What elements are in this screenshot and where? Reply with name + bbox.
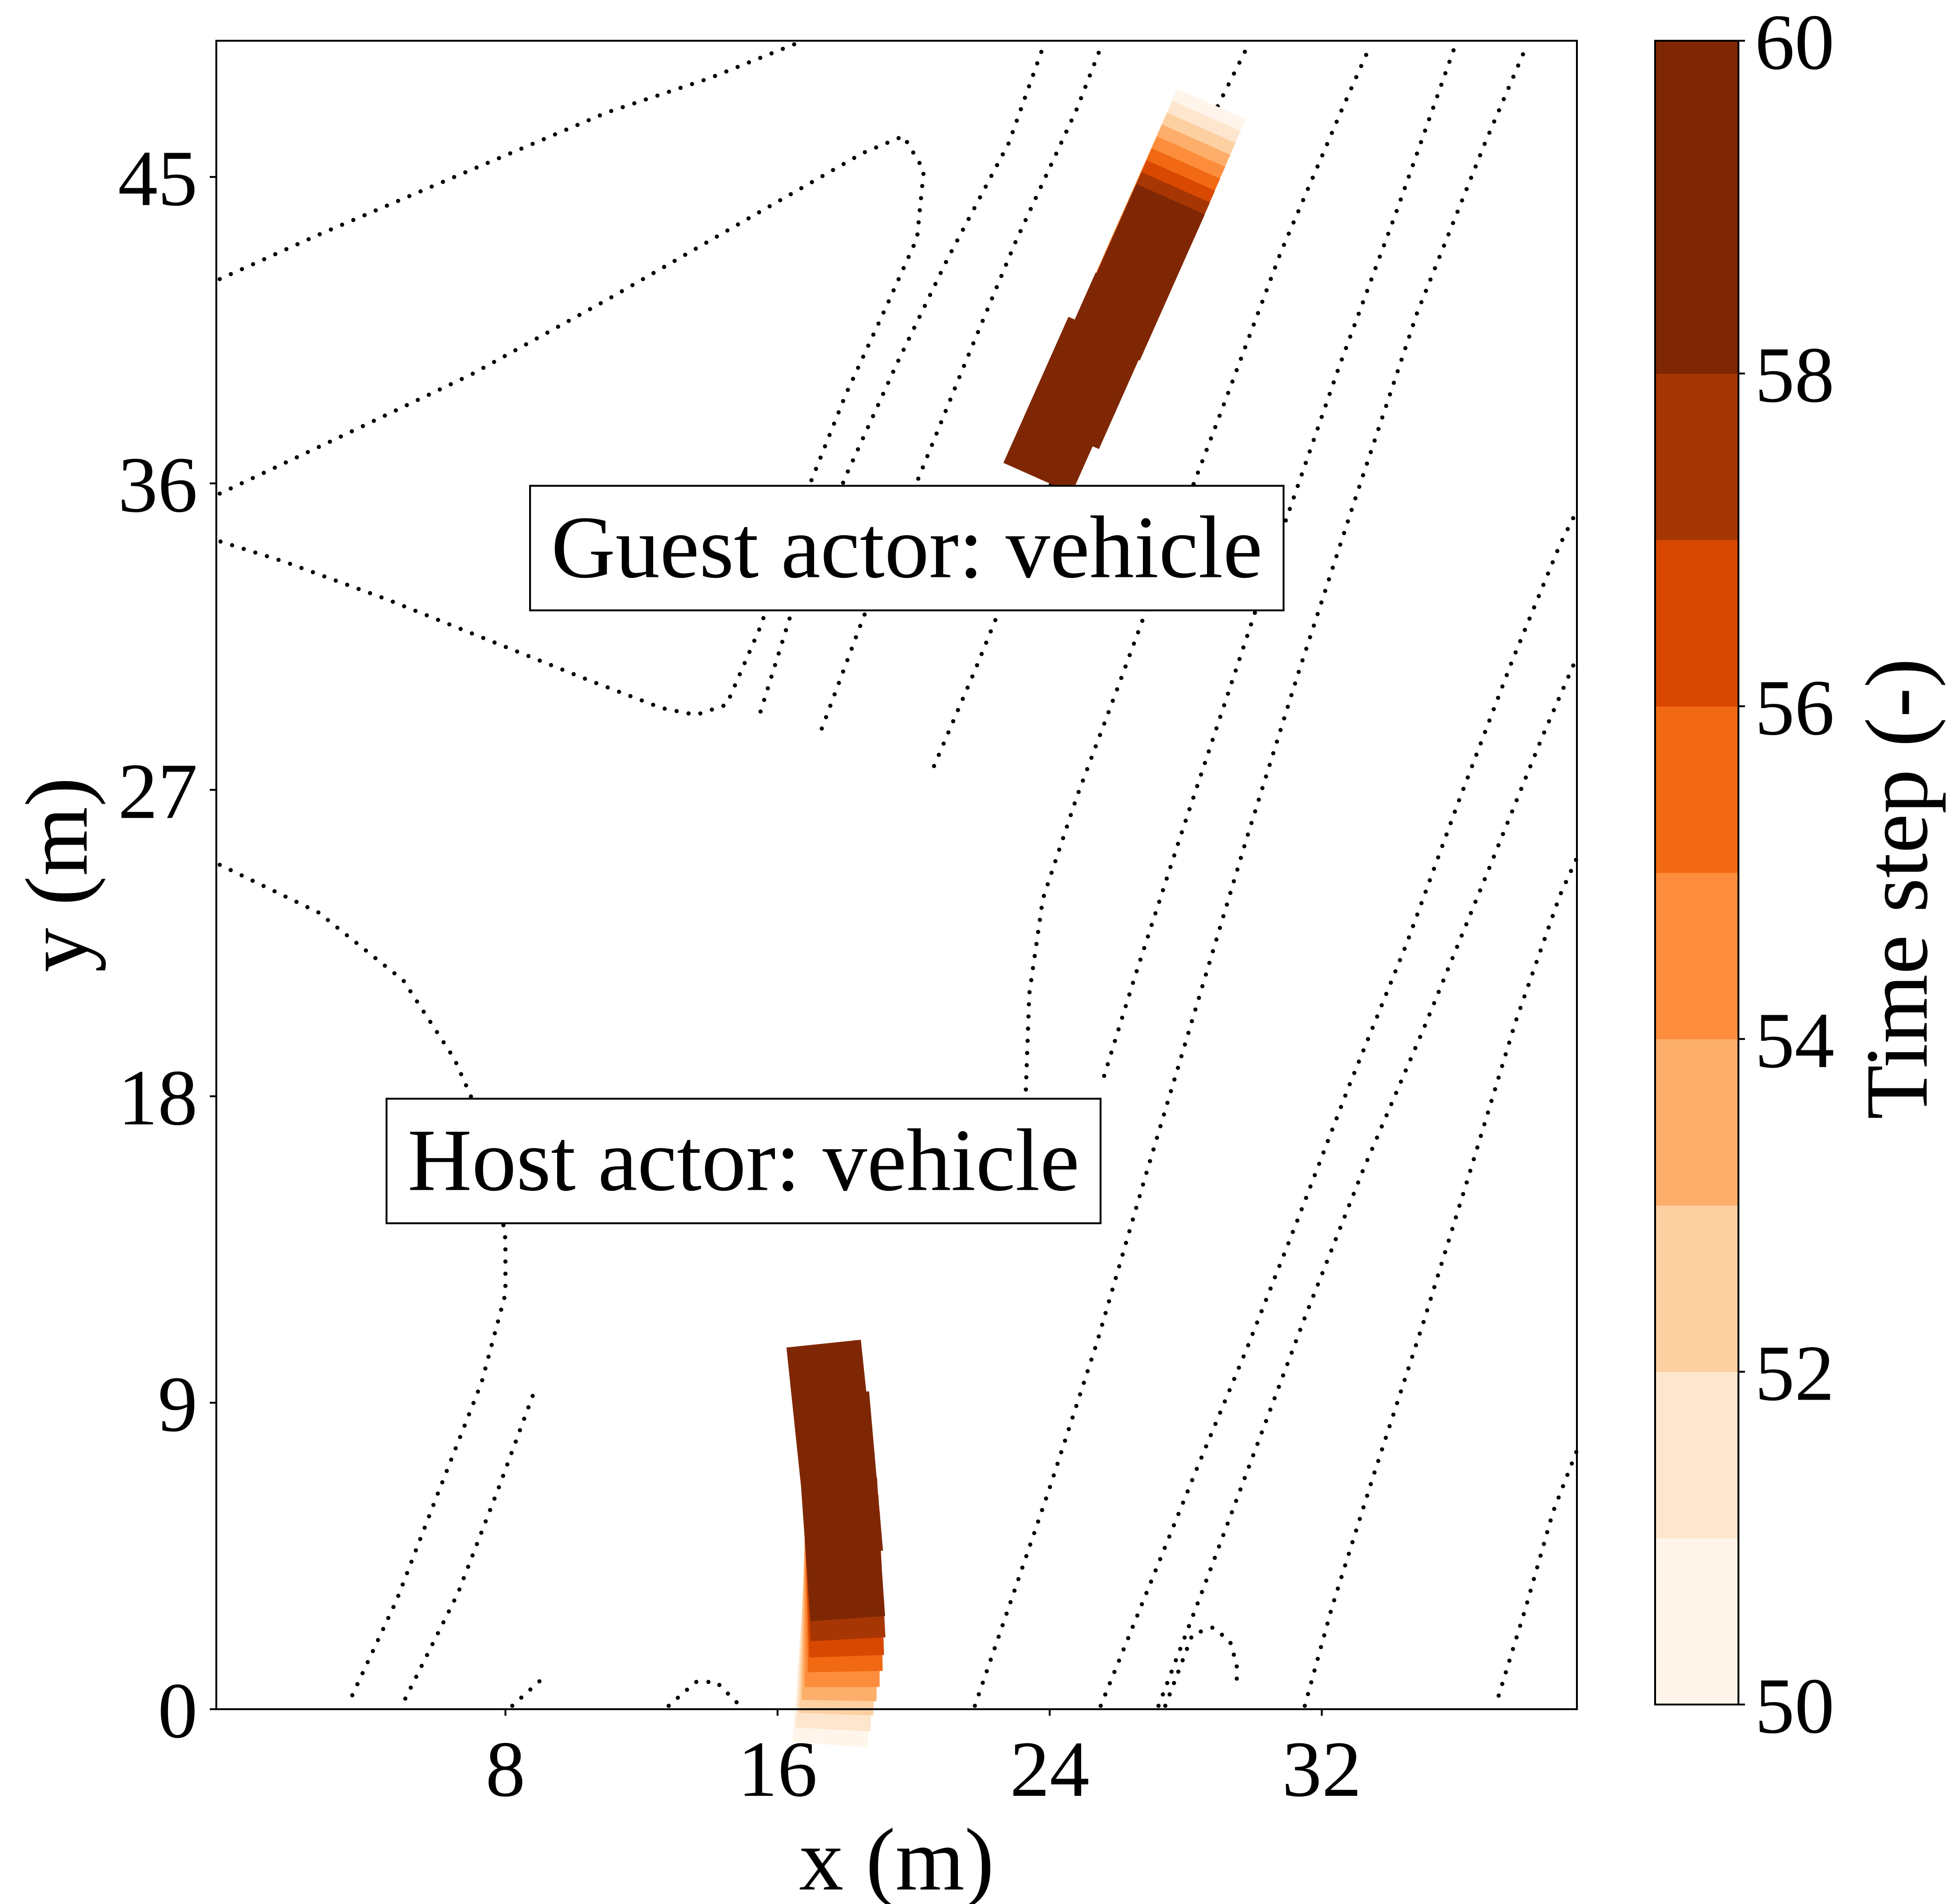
- y-tick-label: 45: [118, 134, 198, 222]
- colorbar-segment: [1655, 1538, 1738, 1705]
- lane-line: [217, 42, 797, 281]
- host-vehicle-footprint: [786, 1339, 878, 1507]
- colorbar-tick-label: 50: [1755, 1662, 1834, 1750]
- colorbar-segment: [1655, 872, 1738, 1040]
- colorbar-segment: [1655, 706, 1738, 873]
- annotation-box: [529, 485, 1285, 612]
- x-tick-label: 8: [486, 1725, 525, 1813]
- y-tick-label: 27: [118, 747, 198, 835]
- lane-line: [401, 1394, 535, 1705]
- x-axis-ticks: 8 16 24 32: [486, 1709, 1362, 1813]
- y-tick-label: 9: [158, 1360, 198, 1448]
- colorbar-segment: [1655, 1372, 1738, 1539]
- colorbar-label: Time step (-): [1848, 658, 1946, 1119]
- lane-line: [1098, 509, 1579, 1708]
- x-axis-label: x (m): [799, 1811, 994, 1904]
- lane-line: [1163, 1625, 1239, 1708]
- colorbar-frame: [1654, 40, 1739, 1705]
- lane-line: [1156, 655, 1579, 1708]
- colorbar-segment: [1655, 539, 1738, 707]
- annotation-text: Guest actor: vehicle: [551, 498, 1262, 597]
- x-tick-label: 16: [738, 1725, 817, 1813]
- y-axis-label: y (m): [8, 777, 106, 973]
- lane-line: [510, 1673, 549, 1708]
- plot-area-background: [216, 41, 1577, 1709]
- lane-line: [217, 863, 508, 1705]
- lane-line: [758, 45, 1045, 714]
- colorbar-tick-label: 56: [1755, 664, 1834, 752]
- lane-line: [666, 1680, 739, 1708]
- colorbar-segment: [1655, 1039, 1738, 1206]
- colorbar-tick-label: 60: [1755, 0, 1834, 86]
- colorbar-segment: [1655, 1205, 1738, 1372]
- colorbar-segment: [1655, 207, 1738, 374]
- x-tick-label: 24: [1010, 1725, 1090, 1813]
- x-tick-label: 32: [1282, 1725, 1362, 1813]
- guest-vehicle-footprint: [1003, 317, 1137, 494]
- y-tick-label: 18: [118, 1054, 198, 1142]
- lane-line: [217, 133, 926, 717]
- colorbar: 50 52 54 56 58 60: [1654, 0, 1834, 1750]
- colorbar-tick-label: 58: [1755, 331, 1834, 419]
- annotation-text: Host actor: vehicle: [408, 1111, 1080, 1210]
- y-tick-label: 0: [158, 1667, 198, 1755]
- plot-area-frame: [215, 40, 1578, 1710]
- colorbar-segment: [1655, 41, 1738, 207]
- annotations: Guest actor: vehicle Host actor: vehicle: [385, 485, 1285, 1225]
- lane-line: [819, 45, 1103, 731]
- guest-vehicle-trajectory: [1003, 89, 1246, 494]
- colorbar-segment: [1655, 373, 1738, 540]
- annotation: Guest actor: vehicle: [529, 485, 1285, 612]
- y-axis-ticks: 0 9 18 27 36 45: [118, 134, 216, 1755]
- y-tick-label: 36: [118, 441, 198, 529]
- lane-line: [1303, 856, 1579, 1708]
- annotation-box: [385, 1098, 1102, 1225]
- colorbar-tick-label: 54: [1755, 996, 1834, 1085]
- host-vehicle-trajectory: [786, 1339, 886, 1748]
- colorbar-tick-label: 52: [1755, 1329, 1834, 1417]
- annotation: Host actor: vehicle: [385, 1098, 1102, 1225]
